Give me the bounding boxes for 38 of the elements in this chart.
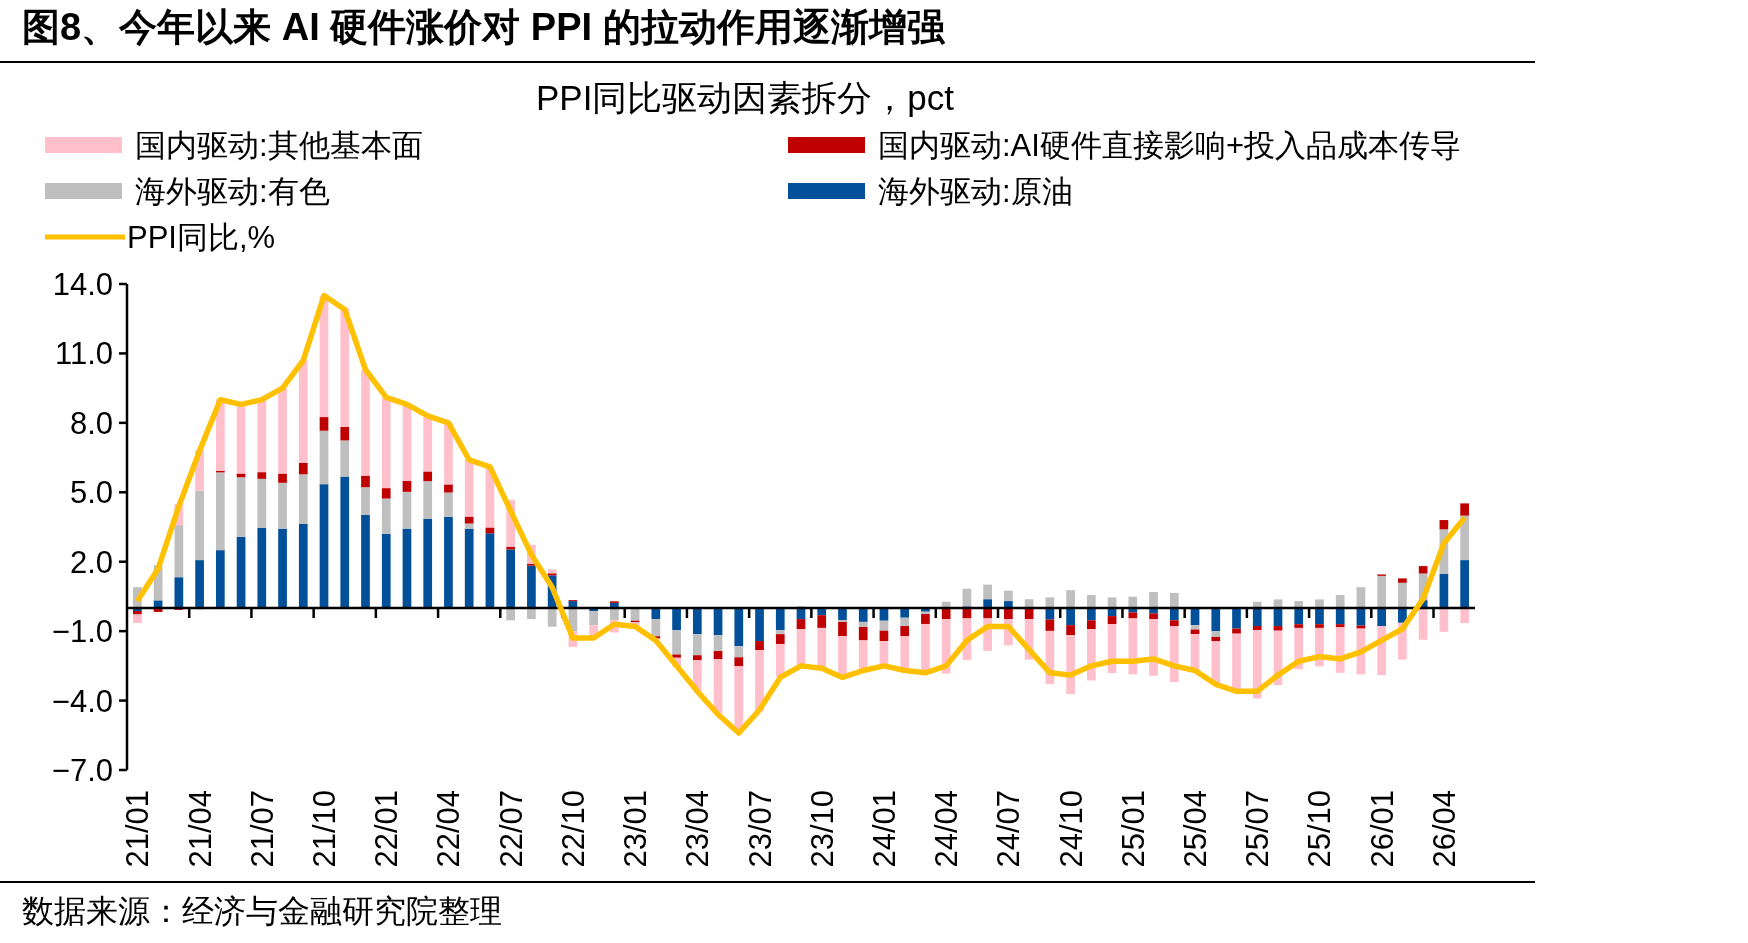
x-tick-label: 25/07 bbox=[1240, 790, 1276, 868]
x-tick-label: 23/07 bbox=[742, 790, 778, 868]
x-tick-label: 22/10 bbox=[555, 790, 591, 868]
y-tick-label: −1.0 bbox=[51, 614, 113, 650]
x-tick-label: 24/01 bbox=[866, 790, 902, 868]
x-tick-label: 21/01 bbox=[120, 790, 156, 868]
x-tick-label: 24/07 bbox=[991, 790, 1027, 868]
x-tick-label: 23/01 bbox=[618, 790, 654, 868]
y-tick-label: −4.0 bbox=[51, 683, 113, 719]
x-tick-label: 23/10 bbox=[804, 790, 840, 868]
x-tick-label: 25/04 bbox=[1178, 790, 1214, 868]
chart-subtitle: PPI同比驱动因素拆分，pct bbox=[535, 78, 955, 117]
x-tick-label: 25/10 bbox=[1302, 790, 1338, 868]
legend-label: 海外驱动:原油 bbox=[878, 174, 1073, 209]
x-tick-label: 24/04 bbox=[929, 790, 965, 868]
y-tick-label: 14.0 bbox=[52, 267, 113, 302]
chart-title: 图8、今年以来 AI 硬件涨价对 PPI 的拉动作用逐渐增强 bbox=[22, 6, 946, 48]
legend-label: PPI同比,% bbox=[127, 220, 276, 255]
x-tick-label: 22/01 bbox=[369, 790, 405, 868]
y-tick-label: 11.0 bbox=[54, 336, 113, 372]
legend-label: 海外驱动:有色 bbox=[135, 174, 330, 209]
x-tick-label: 22/07 bbox=[493, 790, 529, 868]
legend-label: 国内驱动:其他基本面 bbox=[135, 128, 423, 163]
x-tick-label: 23/04 bbox=[680, 790, 716, 868]
x-tick-label: 26/04 bbox=[1426, 790, 1462, 868]
x-tick-label: 24/10 bbox=[1053, 790, 1089, 868]
y-tick-label: 2.0 bbox=[69, 544, 113, 580]
source-note: 数据来源：经济与金融研究院整理 bbox=[22, 893, 502, 929]
x-tick-label: 22/04 bbox=[431, 790, 467, 868]
x-tick-label: 21/07 bbox=[244, 790, 280, 868]
x-tick-label: 21/10 bbox=[307, 790, 343, 868]
x-tick-label: 25/01 bbox=[1115, 790, 1151, 868]
y-tick-label: −7.0 bbox=[51, 753, 113, 788]
y-tick-label: 5.0 bbox=[69, 475, 113, 511]
x-tick-label: 21/04 bbox=[182, 790, 218, 868]
legend-label: 国内驱动:AI硬件直接影响+投入品成本传导 bbox=[878, 128, 1462, 163]
y-tick-label: 8.0 bbox=[69, 405, 113, 441]
x-tick-label: 26/01 bbox=[1364, 790, 1400, 868]
